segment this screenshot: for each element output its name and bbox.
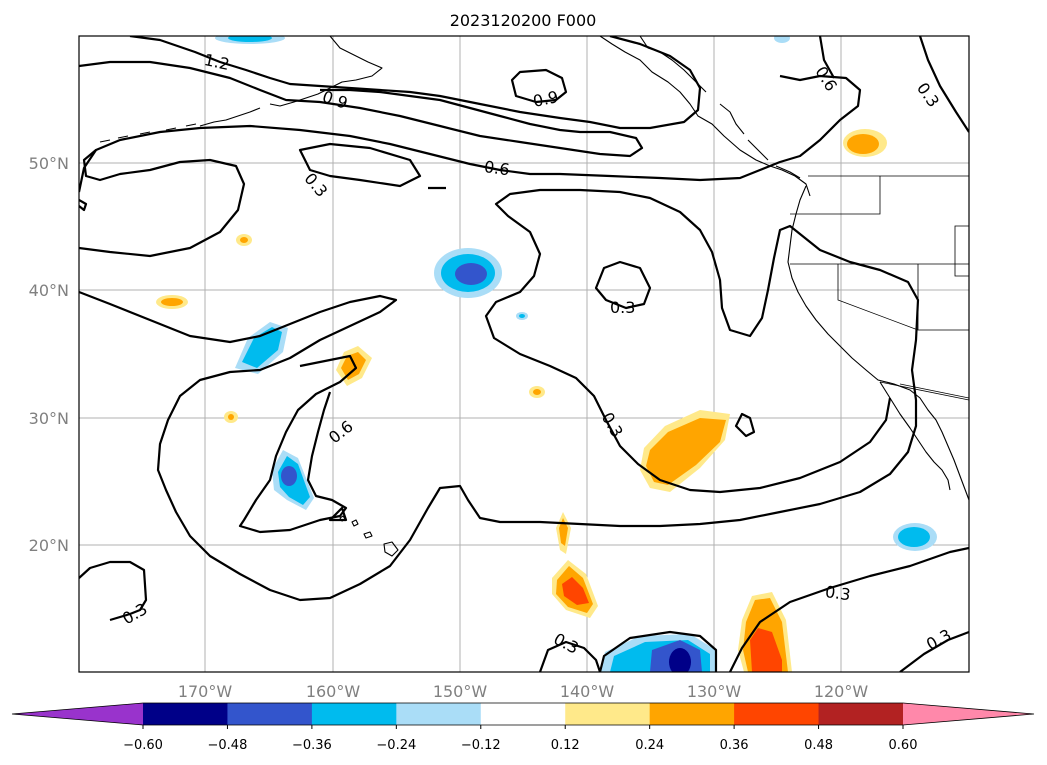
colorbar-segment [227, 703, 313, 725]
map-title: 2023120200 F000 [450, 11, 597, 30]
anomaly-pos-137w-16n-core [562, 577, 589, 605]
colorbar-tick-label: 0.48 [804, 738, 833, 753]
contour-0p3-central [79, 188, 920, 602]
contour-0p3-hawaii [328, 506, 348, 522]
anomaly-neg-145w-38n-core [519, 314, 525, 318]
colorbar-segment [143, 703, 228, 725]
lon-label-140w: 140°W [560, 682, 615, 701]
lat-labels: 50°N 40°N 30°N 20°N [29, 154, 69, 555]
lon-label-130w: 130°W [687, 682, 742, 701]
contour-0p6-small [298, 142, 422, 188]
lon-label-120w: 120°W [814, 682, 869, 701]
border-states [790, 176, 969, 399]
border-us-mexico [879, 381, 969, 401]
contour-label-0p6-a: 0.6 [483, 157, 511, 179]
anomaly-pos-137w-21n-core [559, 518, 568, 546]
colorbar-segment [565, 703, 651, 725]
map-background [79, 36, 969, 672]
anomaly-pos-120w-52n-core [847, 134, 879, 154]
contour-0p3-westedge [79, 199, 88, 212]
anomaly-neg-118w-21n-core [898, 527, 930, 547]
anomaly-neg-150w-42n-core [455, 263, 487, 285]
anomaly-neg-164w-25n-core [281, 466, 297, 486]
colorbar-segment [311, 703, 397, 725]
contour-0p3-small-30n [734, 412, 756, 438]
colorbar: −0.60 −0.48 −0.36 −0.24 −0.12 0.12 0.24 0.36 0.4… [11, 702, 1035, 753]
contour-0p3-small-north [594, 260, 652, 310]
colorbar-tick-label: 0.36 [720, 738, 749, 753]
contour-0p3-ring [238, 354, 358, 534]
anomaly-pos-125w-12n-core [750, 628, 782, 672]
colorbar-segments [12, 703, 1034, 725]
colorbar-tick-label: 0.12 [551, 738, 580, 753]
coast-hawaii-maui [363, 531, 373, 539]
anomaly-pos-142w-32n-core [533, 389, 541, 395]
lon-label-170w: 170°W [178, 682, 233, 701]
colorbar-tick-label: 0.60 [889, 738, 918, 753]
anomaly-pos-130w-27n-core [646, 418, 726, 485]
anomaly-pos-168w-30n-core [228, 414, 234, 420]
colorbar-tick-label: −0.36 [292, 738, 332, 753]
lon-label-150w: 150°W [433, 682, 488, 701]
coast-bc-islands [639, 36, 801, 179]
contours [79, 36, 969, 672]
contour-label-0p3-d: 0.3 [824, 582, 852, 604]
map-frame [78, 35, 970, 673]
coast-aleutians [99, 123, 197, 143]
lat-label-50n: 50°N [29, 154, 69, 173]
border-wa-or [954, 225, 969, 277]
colorbar-extend-high [903, 703, 1034, 725]
colorbar-extend-low [12, 703, 143, 725]
anomaly-pos-173w-39n-core [161, 298, 183, 306]
colorbar-segment [480, 703, 566, 725]
colorbar-segment [818, 703, 904, 725]
anomaly-neg-bottom-max [669, 648, 691, 672]
colorbar-ticks: −0.60 −0.48 −0.36 −0.24 −0.12 0.12 0.24 0.36 0.4… [123, 725, 917, 753]
coast-hawaii-oahu [351, 519, 359, 527]
lat-label-40n: 40°N [29, 281, 69, 300]
lat-label-20n: 20°N [29, 536, 69, 555]
anomaly-pos-158w-34n-core [341, 352, 366, 380]
contour-label-0p9-b: 0.9 [531, 87, 560, 111]
colorbar-tick-label: 0.24 [635, 738, 664, 753]
contour-0p9-closed [510, 68, 568, 104]
colorbar-tick-label: −0.12 [461, 738, 501, 753]
coast-baja [879, 381, 951, 491]
contour-0p3-main [79, 149, 246, 258]
colorbar-tick-label: −0.60 [123, 738, 163, 753]
contour-1p2 [129, 36, 702, 130]
contour-0p6 [79, 74, 862, 193]
coast-us-west [787, 185, 969, 501]
colorbar-tick-label: −0.48 [208, 738, 248, 753]
contour-label-0p3-b: 0.3 [610, 298, 635, 317]
map-area [79, 36, 969, 672]
colorbar-segment [396, 703, 482, 725]
anomaly-neg-top-core [228, 36, 272, 42]
shaded-anomalies [156, 36, 937, 672]
contour-0p3-south [79, 546, 969, 672]
contour-label-1p2: 1.2 [202, 50, 231, 74]
lon-labels: 170°W 160°W 150°W 140°W 130°W 120°W [178, 682, 869, 701]
colorbar-segment [649, 703, 735, 725]
lon-label-160w: 160°W [306, 682, 361, 701]
contour-0p3-far-east [918, 36, 969, 133]
anomaly-pos-168w-44n-core [240, 237, 248, 243]
anomaly-neg-top-right [774, 36, 790, 43]
contour-0p9-west [79, 60, 644, 158]
colorbar-segment [734, 703, 820, 725]
anomaly-neg-164w-35n-core [242, 327, 282, 368]
coast-hawaii-big [383, 541, 399, 557]
contour-0p6-east [818, 36, 835, 79]
colorbar-tick-label: −0.24 [376, 738, 416, 753]
lat-label-30n: 30°N [29, 409, 69, 428]
coastlines [99, 36, 969, 557]
borders [790, 175, 969, 401]
